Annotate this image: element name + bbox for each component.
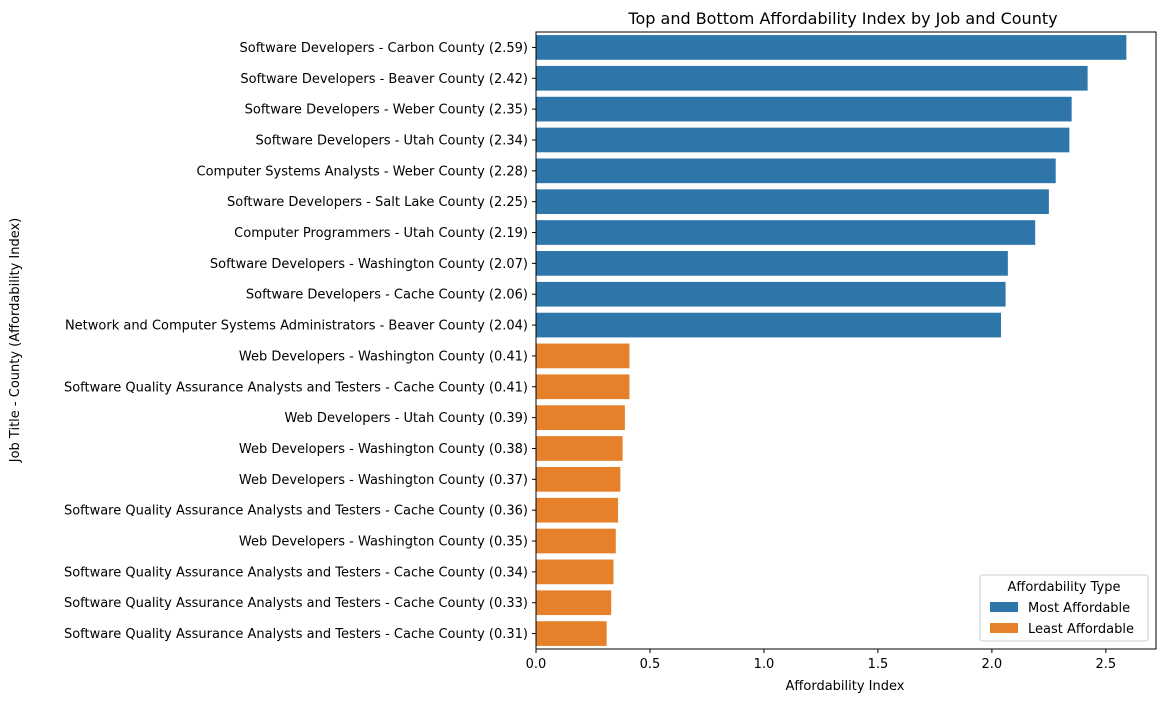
legend-swatch — [990, 602, 1018, 612]
x-tick-label: 1.5 — [868, 657, 889, 672]
y-tick-label: Software Developers - Utah County (2.34) — [256, 133, 529, 148]
bar — [536, 466, 621, 492]
legend-label: Least Affordable — [1028, 622, 1134, 637]
x-tick-label: 2.0 — [982, 657, 1003, 672]
bar — [536, 251, 1008, 276]
y-tick-label: Software Quality Assurance Analysts and … — [64, 627, 528, 642]
x-tick-label: 0.5 — [640, 657, 661, 672]
y-tick-label: Software Developers - Carbon County (2.5… — [239, 41, 528, 56]
bar — [536, 343, 630, 369]
legend-label: Most Affordable — [1028, 601, 1130, 616]
axes-frame — [535, 31, 1157, 650]
bar — [536, 281, 1006, 307]
y-tick-label: Software Quality Assurance Analysts and … — [64, 565, 528, 580]
bar — [536, 35, 1127, 60]
bar — [536, 497, 619, 523]
y-tick-label: Web Developers - Utah County (0.39) — [284, 411, 528, 426]
bar — [536, 590, 612, 616]
bar — [536, 127, 1070, 153]
y-tick-label: Computer Systems Analysts - Weber County… — [197, 164, 528, 179]
y-tick-label: Software Developers - Salt Lake County (… — [227, 195, 528, 210]
bar — [536, 528, 616, 554]
bar — [536, 158, 1056, 184]
bar — [536, 96, 1072, 122]
legend-title: Affordability Type — [1007, 580, 1120, 595]
y-tick-label: Software Developers - Beaver County (2.4… — [240, 72, 528, 87]
y-tick-label: Web Developers - Washington County (0.37… — [239, 473, 528, 488]
legend-swatch — [990, 623, 1018, 633]
y-tick-label: Web Developers - Washington County (0.38… — [239, 442, 528, 457]
bar — [536, 436, 623, 461]
bar — [536, 189, 1049, 215]
bar — [536, 220, 1036, 245]
y-tick-label: Web Developers - Washington County (0.35… — [239, 535, 528, 550]
y-tick-label: Software Developers - Washington County … — [210, 257, 528, 272]
y-tick-label: Software Quality Assurance Analysts and … — [64, 504, 528, 519]
x-ticks: 0.0 0.5 1.0 1.5 2.0 2.5 — [526, 649, 1117, 672]
bar — [536, 65, 1088, 91]
bar — [536, 374, 630, 400]
y-tick-label: Network and Computer Systems Administrat… — [65, 319, 528, 334]
x-tick-label: 2.5 — [1096, 657, 1117, 672]
chart-title: Top and Bottom Affordability Index by Jo… — [627, 9, 1057, 28]
bar — [536, 312, 1001, 338]
x-tick-label: 1.0 — [754, 657, 775, 672]
y-tick-label: Web Developers - Washington County (0.41… — [239, 349, 528, 364]
y-tick-label: Software Developers - Weber County (2.35… — [245, 103, 528, 118]
y-tick-label: Software Developers - Cache County (2.06… — [246, 288, 528, 303]
bars-group — [536, 35, 1127, 646]
bar — [536, 405, 625, 430]
y-tick-labels: Software Developers - Carbon County (2.5… — [64, 41, 536, 642]
plot-frame — [535, 31, 1157, 650]
y-axis-label: Job Title - County (Affordability Index) — [8, 218, 23, 464]
x-axis-label: Affordability Index — [786, 679, 905, 694]
bar — [536, 621, 607, 646]
y-tick-label: Computer Programmers - Utah County (2.19… — [234, 226, 528, 241]
bar — [536, 559, 614, 585]
y-tick-label: Software Quality Assurance Analysts and … — [64, 596, 528, 611]
legend-box — [979, 574, 1149, 642]
legend: Affordability Type Most Affordable Least A… — [979, 574, 1149, 642]
y-tick-label: Software Quality Assurance Analysts and … — [64, 380, 528, 395]
x-tick-label: 0.0 — [526, 657, 547, 672]
